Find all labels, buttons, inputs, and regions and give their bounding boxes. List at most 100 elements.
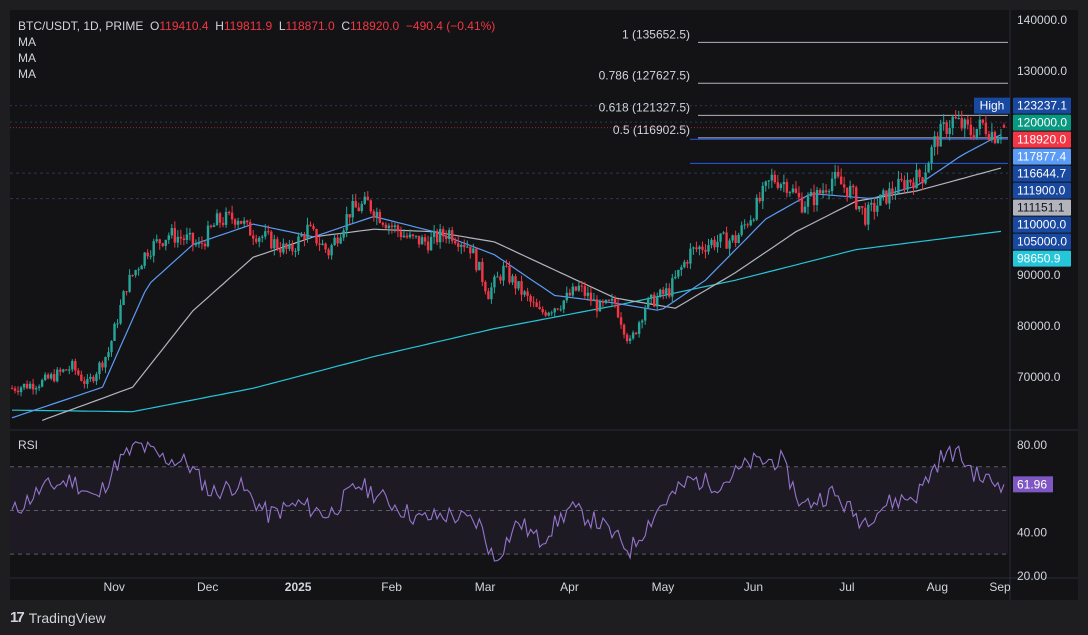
fib-level-label: 0.5 (116902.5)	[613, 123, 690, 137]
candle-down	[487, 291, 490, 300]
candle-up	[408, 234, 412, 238]
time-tick-label: 2025	[285, 580, 312, 594]
candle-down	[993, 131, 997, 144]
candle-down	[366, 196, 369, 201]
candle-down	[13, 388, 17, 391]
tradingview-footer[interactable]: 17 TradingView	[10, 609, 106, 626]
rsi-value-box	[1013, 476, 1053, 493]
price-tick-label: 140000.0	[1017, 13, 1067, 27]
price-label-box	[1013, 233, 1071, 250]
candle-down	[309, 224, 312, 227]
candle-down	[131, 274, 134, 276]
candle-up	[264, 231, 267, 237]
candle-down	[227, 212, 231, 214]
ma-indicator-1[interactable]: MA	[18, 35, 36, 49]
candle-up	[637, 322, 641, 334]
candle-down	[499, 276, 502, 281]
candle-down	[945, 122, 948, 134]
candle-down	[776, 182, 780, 188]
candle-down	[855, 187, 858, 210]
candle-up	[963, 119, 966, 129]
candle-down	[625, 334, 629, 342]
candle-down	[357, 207, 360, 212]
price-label-value: 123237.1	[1017, 99, 1067, 113]
candle-up	[224, 212, 228, 225]
candle-down	[583, 286, 587, 296]
candle-down	[900, 178, 903, 181]
price-label-value: 117877.4	[1017, 150, 1066, 164]
candle-up	[143, 252, 146, 266]
candle-down	[960, 118, 963, 129]
candle-down	[245, 220, 249, 223]
candle-up	[493, 276, 496, 288]
tradingview-brand: TradingView	[28, 609, 106, 626]
candle-down	[800, 197, 804, 213]
candle-down	[209, 225, 213, 227]
price-label-value: 98650.9	[1017, 252, 1061, 266]
candle-up	[282, 243, 285, 253]
candle-up	[460, 244, 463, 247]
candle-up	[330, 245, 333, 256]
candle-down	[354, 201, 357, 208]
candle-down	[746, 224, 749, 226]
candle-up	[98, 362, 101, 375]
candle-up	[363, 196, 366, 204]
time-tick-label: Nov	[104, 580, 125, 594]
high-value: 119811.9	[223, 19, 273, 33]
candle-up	[876, 205, 879, 212]
rsi-line	[11, 441, 1005, 562]
candle-up	[604, 299, 608, 303]
candle-down	[221, 222, 225, 225]
chart-area	[10, 10, 1010, 600]
candle-up	[37, 386, 41, 388]
candle-down	[607, 299, 611, 301]
price-label-tag-box	[974, 97, 1010, 114]
candle-down	[158, 239, 161, 244]
candle-down	[541, 309, 544, 313]
price-label-box	[1013, 199, 1071, 216]
candle-down	[794, 188, 798, 193]
candle-down	[182, 238, 186, 241]
ma-indicator-2[interactable]: MA	[18, 51, 36, 65]
rsi-title[interactable]: RSI	[18, 438, 39, 452]
candle-up	[755, 197, 758, 220]
symbol-label[interactable]: BTC/USDT, 1D, PRIME	[18, 19, 144, 33]
candle-down	[179, 236, 183, 239]
candle-up	[640, 320, 644, 323]
price-label-value: 111151.1	[1017, 201, 1065, 215]
candle-up	[333, 237, 336, 246]
candle-down	[270, 231, 273, 249]
candle-up	[680, 267, 683, 270]
candle-up	[752, 219, 755, 221]
price-label-box	[1013, 148, 1071, 165]
candle-up	[258, 237, 261, 242]
candle-up	[722, 232, 725, 234]
price-label-box	[1013, 97, 1071, 114]
candle-down	[303, 234, 306, 240]
candle-down	[276, 239, 279, 249]
candle-down	[987, 134, 991, 140]
candle-down	[873, 202, 876, 212]
candle-up	[719, 233, 722, 242]
time-tick-label: May	[652, 580, 675, 594]
candle-down	[336, 237, 339, 244]
candle-up	[779, 184, 783, 188]
candle-up	[710, 239, 713, 246]
candle-up	[942, 122, 945, 124]
candle-down	[662, 289, 665, 295]
candle-up	[737, 234, 740, 244]
candle-up	[140, 265, 143, 270]
ma-mid-line	[41, 167, 1002, 421]
ma-slow-line	[12, 230, 1002, 413]
candle-up	[387, 225, 391, 229]
candle-up	[897, 178, 900, 194]
candle-down	[312, 226, 315, 229]
candle-down	[797, 192, 801, 198]
candle-down	[239, 220, 243, 224]
candle-up	[511, 276, 514, 283]
candle-up	[34, 387, 38, 390]
candle-up	[879, 194, 882, 206]
ma-indicator-3[interactable]: MA	[18, 67, 36, 81]
candle-up	[562, 300, 565, 310]
